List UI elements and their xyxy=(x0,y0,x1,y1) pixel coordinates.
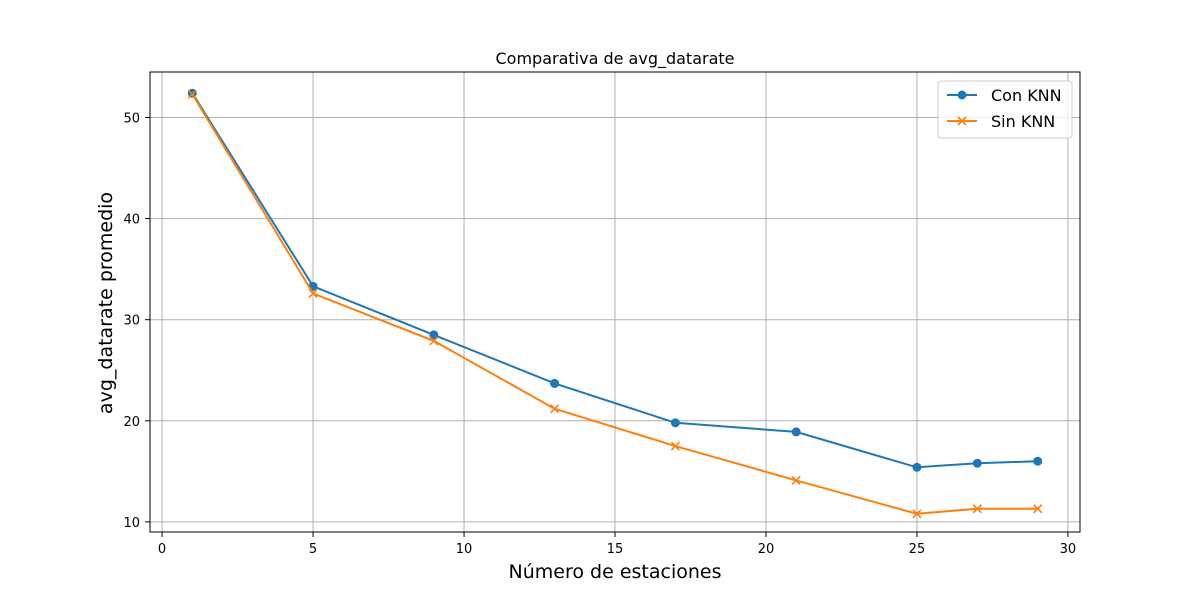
series-layer xyxy=(187,88,1043,519)
data-point xyxy=(912,509,922,519)
x-tick-label: 5 xyxy=(309,542,317,557)
data-point xyxy=(912,462,922,472)
legend: Con KNN Sin KNN xyxy=(937,80,1073,139)
data-point xyxy=(1033,456,1043,466)
data-point xyxy=(308,288,318,298)
x-axis-label: Número de estaciones xyxy=(509,561,722,583)
legend-label: Con KNN xyxy=(991,86,1062,105)
y-tick-label: 20 xyxy=(123,415,140,430)
data-point xyxy=(550,378,560,388)
data-point xyxy=(670,418,680,428)
y-tick-label: 30 xyxy=(123,314,140,329)
data-point xyxy=(187,89,197,99)
x-tick-label: 20 xyxy=(758,542,775,557)
y-tick-label: 10 xyxy=(123,516,140,531)
data-point xyxy=(429,330,439,340)
x-tick-label: 30 xyxy=(1060,542,1077,557)
data-point xyxy=(791,427,801,437)
data-point xyxy=(550,404,560,414)
x-tick-label: 10 xyxy=(456,542,473,557)
axis-ticks: 0 5 10 15 20 25 30 10 20 30 40 50 xyxy=(123,111,1076,557)
x-tick-label: 25 xyxy=(909,542,926,557)
legend-label: Sin KNN xyxy=(991,112,1055,131)
data-point xyxy=(972,504,982,514)
grid xyxy=(150,72,1080,532)
chart-title: Comparativa de avg_datarate xyxy=(495,49,734,69)
x-tick-label: 0 xyxy=(158,542,166,557)
y-tick-label: 50 xyxy=(123,111,140,126)
legend-marker xyxy=(957,90,967,100)
data-point xyxy=(429,336,439,346)
y-tick-label: 40 xyxy=(123,213,140,228)
data-point xyxy=(791,475,801,486)
data-point xyxy=(972,458,982,468)
data-point xyxy=(1033,504,1043,514)
y-axis-label: avg_datarate promedio xyxy=(95,192,117,414)
x-tick-label: 15 xyxy=(607,542,624,557)
data-point xyxy=(670,441,680,451)
legend-marker xyxy=(957,116,967,126)
series-sin-knn xyxy=(187,89,1043,519)
